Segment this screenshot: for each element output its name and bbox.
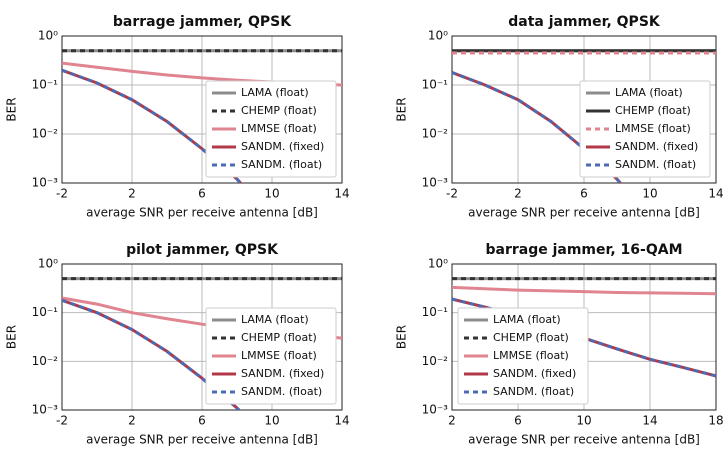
y-axis-label: BER bbox=[395, 97, 409, 121]
lines bbox=[452, 49, 716, 183]
x-tick-label: 2 bbox=[448, 414, 456, 428]
subplot: 10⁰ 10⁻¹ 10⁻² 10⁻³-2 2 6 10 14 pilot jammer, QPS… bbox=[5, 242, 350, 447]
legend: LAMA (float) CHEMP (float) LMMSE (float) SA… bbox=[205, 307, 337, 405]
x-tick-label: 6 bbox=[514, 414, 522, 428]
x-tick-label: 10 bbox=[264, 187, 279, 201]
axes-frame bbox=[451, 263, 717, 411]
series-line bbox=[62, 68, 243, 183]
axes-frame bbox=[451, 35, 717, 184]
legend-label: CHEMP (float) bbox=[493, 331, 569, 344]
y-tick-label: 10⁻³ bbox=[422, 403, 449, 417]
legend-label: LMMSE (float) bbox=[493, 349, 569, 362]
x-tick-label: -2 bbox=[446, 187, 458, 201]
x-tick-label: 10 bbox=[642, 187, 657, 201]
legend-label: LMMSE (float) bbox=[241, 349, 317, 362]
legend-label: CHEMP (float) bbox=[241, 104, 317, 117]
x-tick-label: 14 bbox=[334, 187, 349, 201]
legend-label: LAMA (float) bbox=[241, 86, 309, 99]
y-tick-label: 10⁻³ bbox=[32, 176, 59, 190]
series-line bbox=[452, 71, 623, 183]
x-tick-label: 2 bbox=[514, 187, 522, 201]
legend-box bbox=[457, 307, 589, 405]
legend-label: SANDM. (float) bbox=[615, 158, 696, 171]
subplot: 10⁰ 10⁻¹ 10⁻² 10⁻³2 6 10 14 18 barrage jammer, 1… bbox=[395, 242, 724, 447]
legend-box bbox=[205, 307, 337, 405]
x-tick-label: 2 bbox=[128, 414, 136, 428]
legend-label: CHEMP (float) bbox=[241, 331, 317, 344]
x-tick-label: 10 bbox=[576, 414, 591, 428]
x-tick-label: 6 bbox=[198, 187, 206, 201]
x-tick-label: 2 bbox=[128, 187, 136, 201]
axes-frame bbox=[61, 35, 343, 184]
chart-title: pilot jammer, QPSK bbox=[126, 242, 279, 258]
series-line bbox=[62, 298, 242, 410]
chart-title: data jammer, QPSK bbox=[508, 14, 661, 30]
subplot: 10⁰ 10⁻¹ 10⁻² 10⁻³-2 2 6 10 14 barrage jammer, Q… bbox=[5, 14, 350, 220]
legend-label: LAMA (float) bbox=[615, 86, 683, 99]
y-tick-label: 10⁻² bbox=[32, 354, 59, 368]
chart-title: barrage jammer, QPSK bbox=[113, 14, 292, 30]
x-tick-label: 18 bbox=[708, 414, 723, 428]
y-tick-label: 10⁻¹ bbox=[32, 78, 59, 92]
legend: LAMA (float) CHEMP (float) LMMSE (float) SA… bbox=[579, 80, 711, 178]
x-tick-label: 14 bbox=[642, 414, 657, 428]
y-tick-label: 10⁻¹ bbox=[422, 78, 449, 92]
legend-label: LMMSE (float) bbox=[615, 122, 691, 135]
x-tick-label: 10 bbox=[264, 414, 279, 428]
legend-label: SANDM. (fixed) bbox=[615, 140, 698, 153]
legend-label: LAMA (float) bbox=[493, 313, 561, 326]
y-tick-label: 10⁰ bbox=[428, 29, 448, 43]
y-axis-label: BER bbox=[5, 325, 19, 349]
legend-label: SANDM. (float) bbox=[241, 385, 322, 398]
y-tick-label: 10⁰ bbox=[38, 257, 58, 271]
y-tick-label: 10⁻³ bbox=[422, 176, 449, 190]
x-axis-label: average SNR per receive antenna [dB] bbox=[468, 433, 700, 447]
x-axis-label: average SNR per receive antenna [dB] bbox=[468, 206, 700, 220]
series-line bbox=[452, 285, 716, 296]
legend-label: SANDM. (float) bbox=[493, 385, 574, 398]
legend: LAMA (float) CHEMP (float) LMMSE (float) SA… bbox=[205, 80, 337, 178]
legend-box bbox=[579, 80, 711, 178]
legend-label: SANDM. (fixed) bbox=[241, 367, 324, 380]
legend-label: LAMA (float) bbox=[241, 313, 309, 326]
x-tick-label: 14 bbox=[708, 187, 723, 201]
x-tick-label: 6 bbox=[580, 187, 588, 201]
y-tick-label: 10⁻³ bbox=[32, 403, 59, 417]
y-tick-label: 10⁰ bbox=[428, 257, 448, 271]
legend-box bbox=[205, 80, 337, 178]
x-axis-label: average SNR per receive antenna [dB] bbox=[86, 206, 318, 220]
lines bbox=[62, 49, 342, 183]
legend: LAMA (float) CHEMP (float) LMMSE (float) SA… bbox=[457, 307, 589, 405]
legend-label: CHEMP (float) bbox=[615, 104, 691, 117]
y-tick-label: 10⁻² bbox=[422, 127, 449, 141]
legend-label: LMMSE (float) bbox=[241, 122, 317, 135]
y-axis-label: BER bbox=[5, 97, 19, 121]
y-tick-label: 10⁻¹ bbox=[422, 305, 449, 319]
subplot: 10⁰ 10⁻¹ 10⁻² 10⁻³-2 2 6 10 14 data jammer, QPSK… bbox=[395, 14, 724, 220]
x-axis-label: average SNR per receive antenna [dB] bbox=[86, 433, 318, 447]
y-tick-label: 10⁻¹ bbox=[32, 305, 59, 319]
x-tick-label: 14 bbox=[334, 414, 349, 428]
y-tick-label: 10⁻² bbox=[32, 127, 59, 141]
x-tick-label: 6 bbox=[198, 414, 206, 428]
legend-label: SANDM. (fixed) bbox=[493, 367, 576, 380]
lines bbox=[62, 277, 342, 410]
x-tick-label: -2 bbox=[56, 414, 68, 428]
legend-label: SANDM. (float) bbox=[241, 158, 322, 171]
y-tick-label: 10⁻² bbox=[422, 354, 449, 368]
y-tick-label: 10⁰ bbox=[38, 29, 58, 43]
x-tick-label: -2 bbox=[56, 187, 68, 201]
y-axis-label: BER bbox=[395, 325, 409, 349]
chart-title: barrage jammer, 16-QAM bbox=[485, 242, 682, 258]
legend-label: SANDM. (fixed) bbox=[241, 140, 324, 153]
